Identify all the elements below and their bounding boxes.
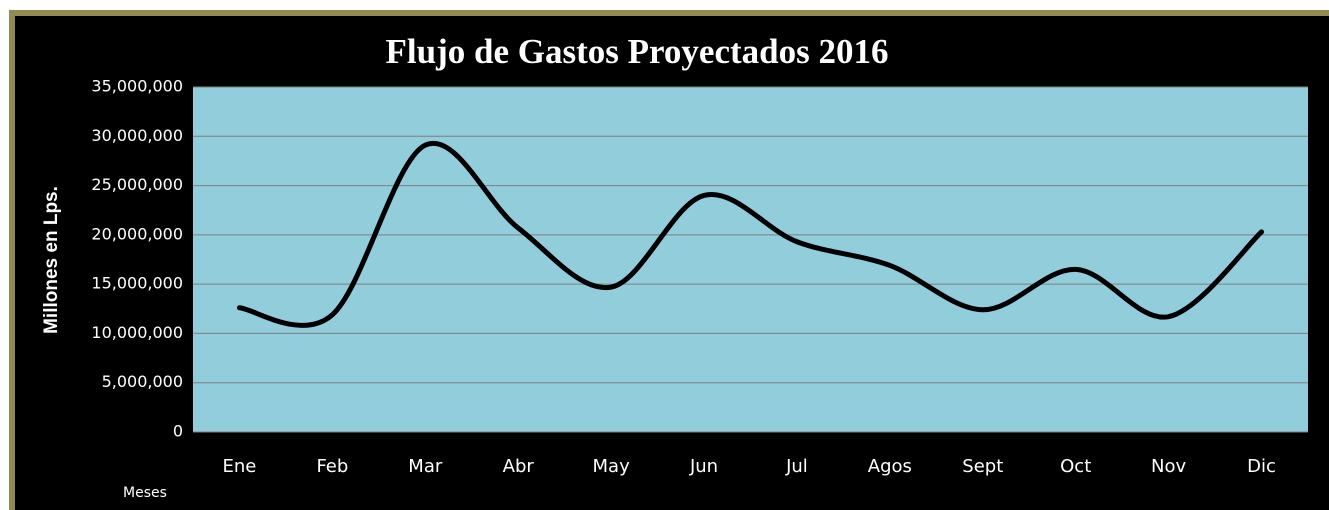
x-tick-label: Mar xyxy=(408,456,443,477)
x-tick-label: Jul xyxy=(785,456,808,477)
y-tick-label: 20,000,000 xyxy=(91,224,183,243)
x-tick-label: Ene xyxy=(223,456,257,477)
x-tick-label: Dic xyxy=(1247,456,1276,477)
chart-title: Flujo de Gastos Proyectados 2016 xyxy=(386,32,889,71)
y-tick-label: 35,000,000 xyxy=(91,77,183,96)
x-tick-label: Agos xyxy=(868,456,912,477)
x-tick-label: Jun xyxy=(689,456,718,477)
y-tick-label: 10,000,000 xyxy=(91,323,183,342)
plot-area xyxy=(193,87,1308,432)
y-tick-label: 30,000,000 xyxy=(91,126,183,145)
x-tick-label: Sept xyxy=(962,456,1003,477)
data-line xyxy=(236,140,1265,328)
x-tick-label: May xyxy=(593,456,631,477)
x-tick-label: Nov xyxy=(1151,456,1186,477)
x-tick-label: Oct xyxy=(1060,456,1091,477)
y-tick-label: 15,000,000 xyxy=(91,274,183,293)
y-axis-title: Millones en Lps. xyxy=(41,186,62,334)
x-axis-title: Meses xyxy=(123,485,167,501)
y-tick-label: 0 xyxy=(173,422,183,441)
x-tick-label: Feb xyxy=(316,456,348,477)
x-tick-label: Abr xyxy=(503,456,535,477)
y-tick-label: 5,000,000 xyxy=(102,372,183,391)
y-tick-label: 25,000,000 xyxy=(91,175,183,194)
